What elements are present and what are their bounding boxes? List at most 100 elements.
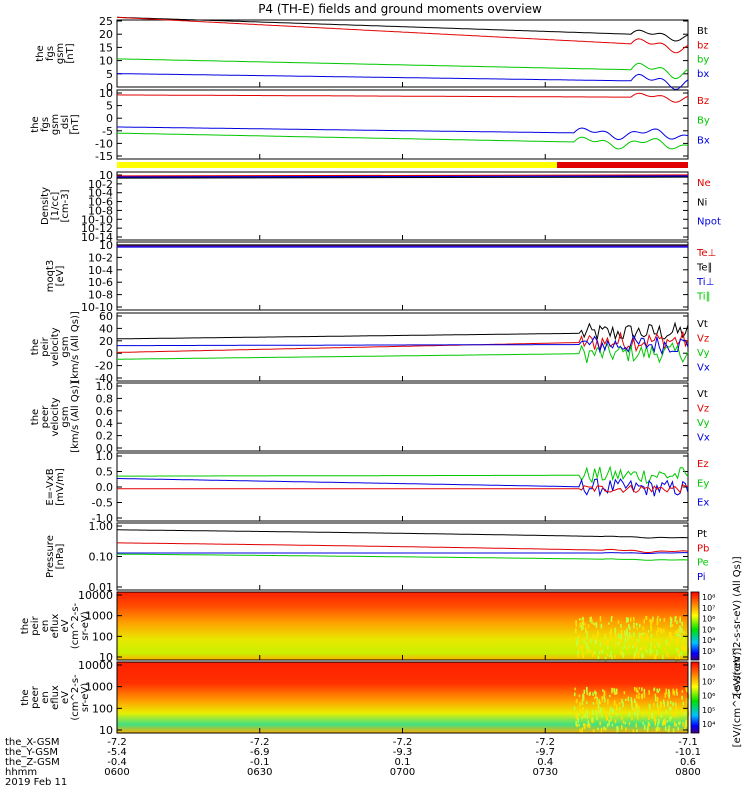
spectrogram-speckle [649,647,651,654]
spectrogram-speckle [634,700,637,707]
spectrogram-speckle [654,696,657,702]
spectrogram-speckle [601,649,604,653]
series-lines [117,529,689,561]
spectrogram-speckle [656,697,659,703]
spectrogram-speckle [613,691,616,695]
spectrogram-speckle [657,722,659,727]
y-axis-label-line: velocity [50,397,61,436]
spectrogram-speckle [645,615,648,620]
y-tick-label: 1.00 [89,520,114,533]
y-tick-label: 10 [99,87,113,100]
spectrogram-speckle [623,691,626,695]
spectrogram-speckle [574,687,576,691]
spectrogram-speckle [613,688,616,694]
x-tick-label: 0600 [104,767,129,778]
series-by [117,58,689,80]
spectrogram-speckle [675,642,678,646]
series-pe [117,553,689,561]
spectrogram-speckle [605,641,608,646]
spectrogram-speckle [576,640,578,647]
spectrogram-speckle [624,722,627,725]
spectrogram-speckle [655,727,658,732]
spectrogram-speckle [654,654,657,660]
spectrogram-speckle [654,720,656,726]
quality-bar-red [557,162,688,168]
spectrogram-speckle [676,647,678,650]
y-axis-label-line: the [35,45,46,61]
spectrogram-speckle [660,713,663,719]
spectrogram-speckle [668,640,670,647]
spectrogram-speckle [607,639,609,646]
spectrogram-speckle [582,616,584,620]
spectrogram-speckle [675,705,677,712]
spectrogram-speckle [619,639,622,643]
spectrogram-speckle [681,644,684,650]
y-tick-label: 0.4 [96,417,114,430]
y-axis-label-line: gsm [55,43,66,64]
spectrogram-speckle [626,628,628,634]
spectrogram-speckle [668,691,671,697]
spectrogram-speckle [575,628,577,634]
spectrogram-speckle [646,727,649,733]
y-tick-label: 0.5 [96,466,114,479]
y-tick-label: 20 [99,28,113,41]
spectrogram-speckle [602,638,604,645]
spectrogram-speckle [628,624,630,628]
y-tick-label: -0.5 [92,497,113,510]
spectrogram-speckle [619,649,622,656]
spectrogram-speckle [686,720,688,723]
y-axis-label: the peir velocity gsm [km/s (All Qs)] [30,311,81,383]
spectrogram-speckle [578,724,580,727]
spectrogram-speckle [609,635,612,641]
colorbar-tick: 10⁵ [702,706,715,715]
spectrogram-speckle [621,651,624,654]
spectrogram-speckle [662,719,665,725]
spectrogram-speckle [643,724,646,731]
y-tick-label: 10-10 [81,213,113,226]
spectrogram-speckle [610,617,613,622]
spectrogram-speckle [623,645,626,649]
spectrogram-speckle [653,717,656,722]
spectrogram-speckle [636,627,638,630]
spectrogram-speckle [585,686,588,693]
spectrogram-speckle [589,723,591,728]
spectrogram-speckle [654,645,656,649]
spectrogram-speckle [653,654,656,660]
spectrogram-speckle [609,694,611,698]
colorbar-tick: 10⁶ [702,615,715,624]
spectrogram-speckle [595,638,597,644]
spectrogram-speckle [587,725,589,728]
y-axis-label-line: [km/s (All Qs)] [70,311,81,383]
spectrogram-speckle [683,639,686,643]
y-tick-label: -1.0 [92,512,113,525]
y-tick-label: 10 [99,724,113,737]
spectrogram-speckle [600,727,603,733]
colorbar-tick: 10⁶ [702,692,715,701]
spectrogram-speckle [681,695,683,700]
y-tick-label: 25 [99,15,113,28]
colorbar-tick: 10⁷ [702,604,715,613]
spectrogram-speckle [614,691,617,695]
x-tick-label: 0800 [675,767,700,778]
spectrogram-speckle [620,633,623,638]
spectrogram-speckle [628,722,631,726]
y-tick-label: 40 [99,322,113,335]
spectrogram-speckle [655,718,657,723]
spectrogram-speckle [687,694,690,700]
spectrogram-speckle [656,728,659,732]
y-axis-label: Pressure [nPa] [45,535,66,578]
y-tick-label: 10 [99,169,113,182]
x-tick-label: -7.1 [678,737,698,748]
spectrogram-speckle [663,628,665,633]
spectrogram-speckle [612,688,614,692]
panel-6: 1.00.80.60.40.20.0 the peer velocity gsm [km/… [30,380,710,455]
y-axis-label-line: [nT] [65,43,76,63]
spectrogram-speckle [599,642,602,647]
y-tick-label: 10-6 [88,276,113,289]
spectrogram-speckle [577,643,579,646]
y-tick-label: 10-2 [88,251,113,264]
spectrogram-speckle [590,616,592,622]
spectrogram-speckle [636,710,639,717]
